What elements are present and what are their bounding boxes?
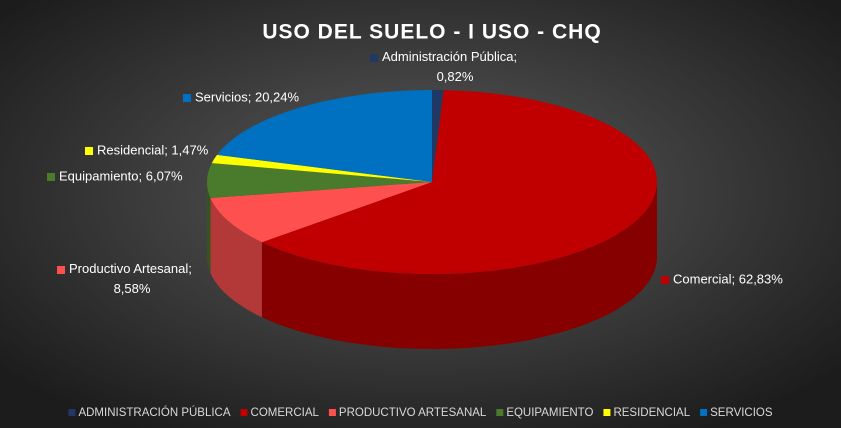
pie-slice-side — [207, 182, 211, 273]
data-label-line: Administración Pública; — [382, 49, 517, 64]
data-label-line: 0,82% — [437, 69, 474, 84]
legend-label: COMERCIAL — [251, 407, 320, 419]
data-label-line: Productivo Artesanal; — [69, 261, 192, 276]
pie-slice — [216, 90, 432, 182]
label-key — [183, 94, 191, 102]
data-label: Comercial; 62,83% — [673, 271, 783, 286]
label-key — [370, 54, 378, 62]
legend-key — [700, 409, 708, 416]
chart-title: USO DEL SUELO - I USO - CHQ — [262, 21, 601, 44]
legend-key — [603, 409, 611, 416]
legend-key — [328, 409, 336, 416]
pie-slice — [210, 182, 432, 243]
pie-slice — [432, 90, 444, 182]
legend-key — [240, 409, 248, 416]
label-key — [47, 173, 55, 181]
label-key — [57, 266, 65, 274]
legend-key — [496, 409, 504, 416]
legend-label: SERVICIOS — [710, 407, 773, 419]
legend-label: EQUIPAMIENTO — [506, 407, 593, 419]
legend-label: PRODUCTIVO ARTESANAL — [339, 407, 487, 419]
pie-slice-side — [210, 197, 262, 318]
data-label: Servicios; 20,24% — [195, 89, 299, 104]
label-key — [661, 276, 669, 284]
pie-slice — [211, 154, 432, 182]
legend-label: ADMINISTRACIÓN PÚBLICA — [78, 406, 230, 419]
data-label: Productivo Artesanal; 8,58% — [69, 261, 192, 296]
legend-label: RESIDENCIAL — [613, 407, 690, 419]
data-label-line: 8,58% — [114, 281, 151, 296]
data-label: Residencial; 1,47% — [97, 142, 209, 157]
pie-slice — [261, 90, 657, 274]
label-key — [85, 147, 93, 155]
pie-slice-side — [261, 182, 657, 350]
data-label: Administración Pública; 0,82% — [382, 49, 517, 84]
pie-slice — [206, 163, 432, 198]
legend-key — [68, 409, 76, 416]
data-label: Equipamiento; 6,07% — [59, 168, 183, 183]
legend: ADMINISTRACIÓN PÚBLICA COMERCIAL PRODUCTIV… — [68, 406, 773, 419]
